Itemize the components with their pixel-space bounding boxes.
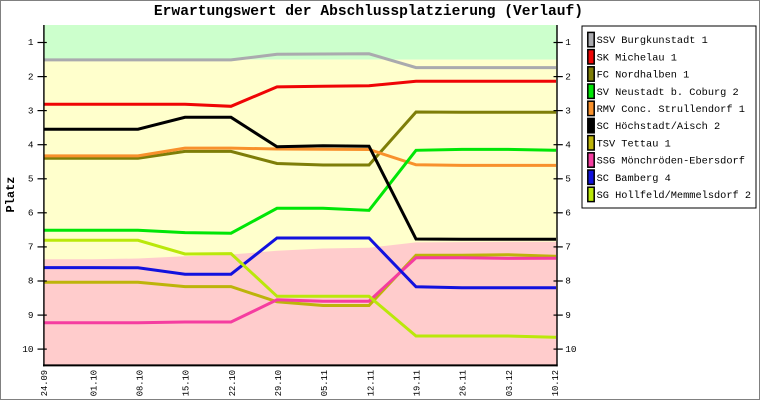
svg-text:26.11: 26.11 xyxy=(459,370,469,396)
svg-text:4: 4 xyxy=(565,139,571,150)
svg-text:1: 1 xyxy=(565,37,571,48)
svg-text:6: 6 xyxy=(565,208,571,219)
svg-text:2: 2 xyxy=(565,71,571,82)
svg-text:SV Neustadt b. Coburg 2: SV Neustadt b. Coburg 2 xyxy=(597,87,739,99)
svg-text:12.11: 12.11 xyxy=(366,370,376,396)
svg-text:SK Michelau 1: SK Michelau 1 xyxy=(597,52,677,64)
svg-text:7: 7 xyxy=(565,242,571,253)
svg-text:7: 7 xyxy=(28,242,34,253)
svg-text:FC Nordhalben 1: FC Nordhalben 1 xyxy=(597,70,690,82)
svg-text:10: 10 xyxy=(565,344,577,355)
svg-text:15.10: 15.10 xyxy=(182,370,192,396)
svg-text:05.11: 05.11 xyxy=(320,370,330,396)
svg-text:19.11: 19.11 xyxy=(413,370,423,396)
svg-text:6: 6 xyxy=(28,208,34,219)
svg-text:9: 9 xyxy=(28,310,34,321)
svg-text:SC Bamberg 4: SC Bamberg 4 xyxy=(597,173,671,185)
svg-text:1: 1 xyxy=(28,37,34,48)
svg-text:SC Höchstadt/Aisch 2: SC Höchstadt/Aisch 2 xyxy=(597,121,721,133)
svg-text:SG Hollfeld/Memmelsdorf 2: SG Hollfeld/Memmelsdorf 2 xyxy=(597,190,751,202)
svg-text:SSG Mönchröden-Ebersdorf: SSG Mönchröden-Ebersdorf xyxy=(597,156,745,168)
svg-text:SSV Burgkunstadt 1: SSV Burgkunstadt 1 xyxy=(597,35,708,47)
svg-text:Erwartungswert der Abschlusspl: Erwartungswert der Abschlussplatzierung … xyxy=(154,4,583,20)
svg-text:4: 4 xyxy=(28,139,34,150)
svg-text:22.10: 22.10 xyxy=(228,370,238,396)
svg-text:8: 8 xyxy=(28,276,34,287)
svg-text:RMV Conc. Strullendorf 1: RMV Conc. Strullendorf 1 xyxy=(597,104,745,116)
svg-text:24.09: 24.09 xyxy=(40,370,50,396)
svg-text:29.10: 29.10 xyxy=(274,370,284,396)
svg-text:5: 5 xyxy=(28,174,34,185)
svg-text:03.12: 03.12 xyxy=(505,370,515,396)
svg-text:9: 9 xyxy=(565,310,571,321)
svg-text:2: 2 xyxy=(28,71,34,82)
svg-text:5: 5 xyxy=(565,174,571,185)
svg-text:10.12: 10.12 xyxy=(551,370,561,396)
svg-text:08.10: 08.10 xyxy=(136,370,146,396)
svg-text:8: 8 xyxy=(565,276,571,287)
svg-text:10: 10 xyxy=(22,344,34,355)
svg-text:Platz: Platz xyxy=(4,176,18,212)
svg-text:TSV Tettau 1: TSV Tettau 1 xyxy=(597,138,671,150)
svg-text:3: 3 xyxy=(565,105,571,116)
svg-text:3: 3 xyxy=(28,105,34,116)
svg-text:01.10: 01.10 xyxy=(89,370,99,396)
